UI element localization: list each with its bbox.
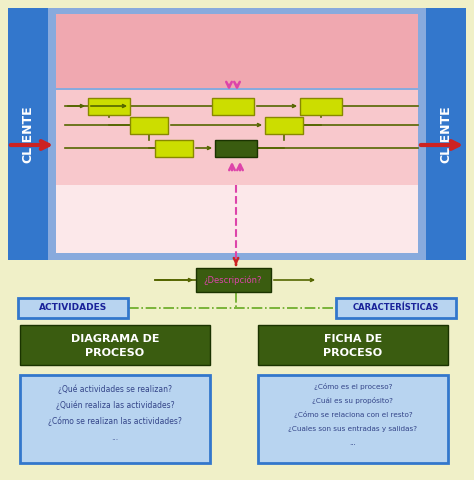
Text: ¿Descripción?: ¿Descripción? [204,275,262,285]
Bar [20,375,210,463]
Text: ¿Cuales son sus entradas y salidas?: ¿Cuales son sus entradas y salidas? [289,426,418,432]
Bar [48,8,426,260]
Text: ¿Cómo se relaciona con el resto?: ¿Cómo se relaciona con el resto? [293,411,412,419]
Bar [426,8,466,260]
Text: ACTIVIDADES: ACTIVIDADES [39,303,107,312]
Text: ¿Cómo es el proceso?: ¿Cómo es el proceso? [314,384,392,391]
Bar [336,298,456,318]
Bar [88,98,130,115]
Bar [56,90,418,188]
Bar [56,185,418,253]
Bar [265,117,303,134]
Bar [212,98,254,115]
Bar [130,117,168,134]
Text: ¿Qué actividades se realizan?: ¿Qué actividades se realizan? [58,384,172,394]
Text: CLIENTE: CLIENTE [21,105,35,163]
Text: ¿Cómo se realizan las actividades?: ¿Cómo se realizan las actividades? [48,416,182,426]
Text: CARACTERÍSTICAS: CARACTERÍSTICAS [353,303,439,312]
Bar [300,98,342,115]
Bar [20,325,210,365]
Text: PROCESO: PROCESO [323,348,383,358]
Text: DIAGRAMA DE: DIAGRAMA DE [71,334,159,344]
Bar [56,14,418,88]
Bar [8,8,48,260]
Text: CLIENTE: CLIENTE [439,105,453,163]
Bar [258,375,448,463]
Bar [18,298,128,318]
Text: ...: ... [111,432,118,442]
Bar [215,140,257,157]
Text: PROCESO: PROCESO [85,348,145,358]
Bar [258,325,448,365]
Text: FICHA DE: FICHA DE [324,334,382,344]
Text: ¿Cuál es su propósito?: ¿Cuál es su propósito? [312,397,393,405]
Bar [196,268,271,292]
Text: ¿Quién realiza las actividades?: ¿Quién realiza las actividades? [55,400,174,410]
Text: ...: ... [350,440,356,446]
Bar [155,140,193,157]
